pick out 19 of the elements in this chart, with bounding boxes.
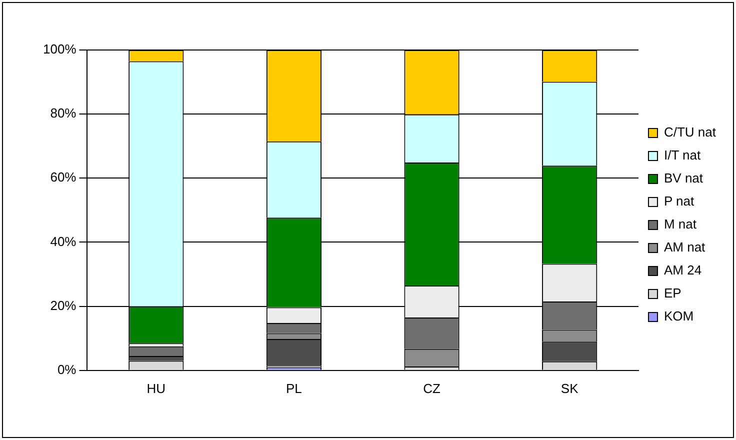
x-tick-label: CZ bbox=[423, 380, 440, 396]
legend-label: BV nat bbox=[664, 170, 704, 186]
legend-label: AM nat bbox=[664, 240, 706, 255]
x-tick-label: PL bbox=[286, 380, 302, 396]
y-tick-label: 20% bbox=[50, 298, 77, 313]
legend-label: KOM bbox=[664, 308, 694, 324]
y-tick-label: 60% bbox=[50, 170, 77, 185]
legend-label: EP bbox=[664, 286, 682, 301]
y-tick-label: 40% bbox=[50, 234, 77, 249]
legend-label: I/T nat bbox=[664, 148, 701, 163]
x-tick-label: SK bbox=[560, 380, 579, 396]
legend-label: P nat bbox=[664, 194, 694, 209]
legend-label: C/TU nat bbox=[664, 124, 716, 140]
y-tick-label: 100% bbox=[43, 42, 77, 57]
x-tick-label: HU bbox=[146, 380, 166, 396]
y-tick-label: 0% bbox=[57, 362, 77, 377]
legend-label: AM 24 bbox=[664, 262, 702, 278]
y-tick-label: 80% bbox=[50, 106, 77, 121]
legend-label: M nat bbox=[664, 216, 697, 232]
